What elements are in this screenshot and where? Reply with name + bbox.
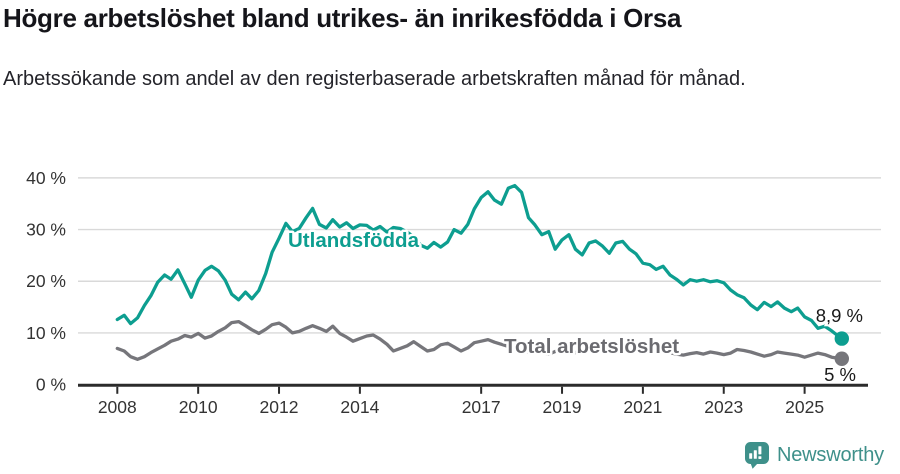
page-title: Högre arbetslöshet bland utrikes- än inr…	[3, 3, 682, 33]
series-label-utlandsfodda: Utlandsfödda	[288, 229, 420, 252]
x-tick-label: 2021	[623, 397, 662, 417]
x-tick-label: 2017	[462, 397, 501, 417]
y-tick-label: 30 %	[26, 220, 66, 240]
y-tick-label: 40 %	[26, 168, 66, 188]
y-axis-labels: 0 % 10 % 20 % 30 % 40 %	[26, 168, 66, 395]
x-tick-label: 2008	[98, 397, 137, 417]
series-label-total: Total arbetslöshet	[504, 335, 679, 358]
y-tick-label: 0 %	[36, 375, 66, 395]
series-end-value-label: 5 %	[824, 364, 856, 385]
series-end-dot	[834, 351, 850, 366]
x-tick-label: 2010	[179, 397, 218, 417]
x-tick-label: 2014	[340, 397, 379, 417]
x-tick-label: 2019	[543, 397, 582, 417]
series-line-utlandsfodda	[115, 183, 844, 341]
x-tick-label: 2023	[704, 397, 743, 417]
series-end-dot	[834, 331, 850, 346]
page-subtitle: Arbetssökande som andel av den registerb…	[3, 68, 746, 90]
gridlines	[78, 177, 881, 334]
y-tick-label: 20 %	[26, 271, 66, 291]
x-tick-label: 2012	[260, 397, 299, 417]
x-axis-labels: 2008 2010 2012 2014 2017 2019 2021 2023 2025	[98, 397, 824, 417]
newsworthy-logo[interactable]: Newsworthy	[744, 440, 884, 470]
series-inline-labels: Utlandsfödda Total arbetslöshet	[286, 227, 682, 361]
series-end-value-label: 8,9 %	[816, 305, 863, 326]
series-lines	[115, 183, 844, 361]
series-line-total	[115, 319, 844, 361]
x-axis	[78, 383, 868, 394]
newsworthy-logo-text: Newsworthy	[777, 443, 884, 466]
newsworthy-bubble-chart-icon	[745, 442, 769, 469]
series-endpoints: 8,9 % 5 %	[814, 303, 865, 387]
x-tick-label: 2025	[785, 397, 824, 417]
y-tick-label: 10 %	[26, 323, 66, 343]
